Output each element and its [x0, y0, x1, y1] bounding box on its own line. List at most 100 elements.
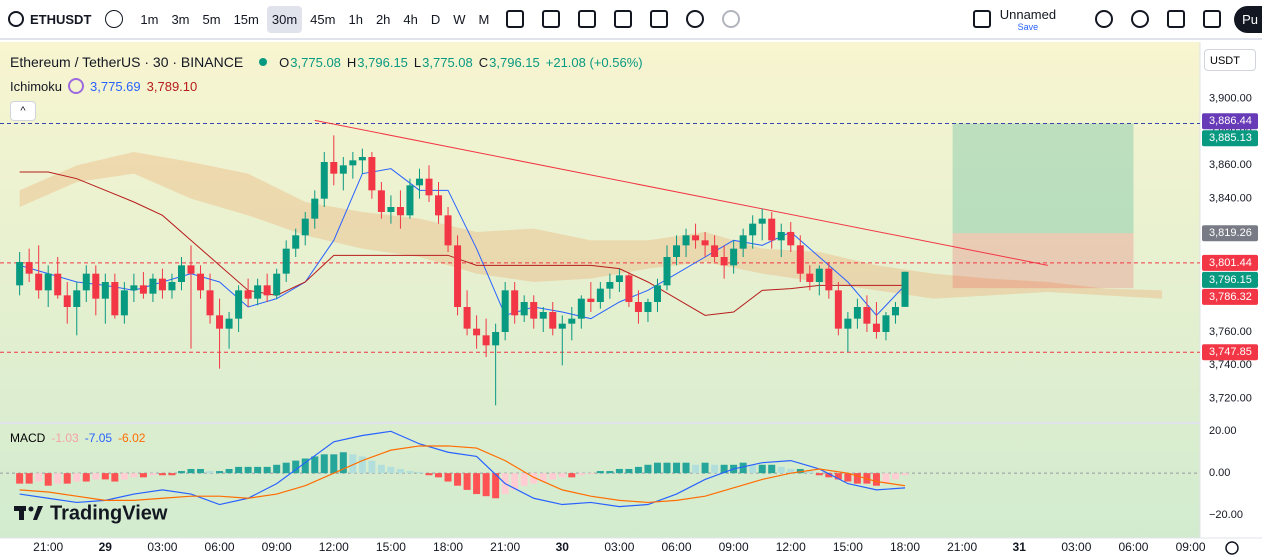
candle-body	[758, 218, 766, 224]
macd-bar	[349, 454, 357, 474]
price-badge-label: 3,786.32	[1209, 291, 1252, 303]
candle-body	[653, 285, 661, 302]
candle-body	[120, 290, 128, 316]
templates[interactable]	[578, 10, 597, 28]
screenshot[interactable]	[1203, 10, 1222, 28]
candle-body	[387, 207, 395, 212]
alert[interactable]	[614, 10, 633, 28]
interval[interactable]: 15m	[233, 11, 259, 27]
macd-bar	[63, 473, 71, 484]
candle-body	[263, 285, 271, 296]
candle-body	[549, 312, 557, 329]
macd-bar	[111, 473, 119, 482]
candle-body	[796, 245, 804, 274]
candle-body	[82, 273, 90, 291]
macd-bar	[16, 473, 24, 484]
currency-select[interactable]: USDT	[1204, 49, 1256, 71]
macd-bar	[663, 462, 671, 474]
interval[interactable]: 1h	[348, 11, 363, 27]
symbol[interactable]: ETHUSDT	[30, 11, 92, 27]
x-tick-label: 31	[1013, 540, 1027, 554]
macd-tick-label: 0.00	[1209, 467, 1230, 479]
candle-body	[768, 218, 776, 241]
candle-body	[577, 298, 585, 319]
fullscreen[interactable]	[1167, 10, 1186, 28]
collapse-button[interactable]: ^	[10, 101, 36, 121]
macd-bar	[872, 473, 880, 486]
candle-body	[568, 318, 576, 324]
macd-bar	[330, 454, 338, 474]
interval[interactable]: D	[430, 11, 441, 27]
macd-bar	[139, 473, 147, 478]
price-badge-label: 3,885.13	[1209, 132, 1252, 144]
macd-bar	[711, 464, 719, 474]
macd-bar	[282, 462, 290, 474]
candle-body	[149, 278, 157, 294]
ichimoku-cloud	[19, 152, 1163, 299]
interval[interactable]: 45m	[310, 11, 336, 27]
undo[interactable]	[686, 10, 705, 28]
macd-bar	[530, 473, 538, 484]
position-stop	[952, 233, 1134, 289]
price-badge	[1202, 130, 1258, 147]
macd-bar	[101, 473, 109, 480]
position-target	[952, 123, 1134, 234]
quick-search[interactable]	[1095, 10, 1114, 28]
macd-bar	[558, 473, 566, 478]
profile-button[interactable]: Pu	[1234, 5, 1262, 33]
price-badge	[1202, 344, 1258, 361]
candle-body	[634, 302, 642, 312]
candle-body	[216, 315, 224, 329]
interval[interactable]: 4h	[403, 11, 418, 27]
macd-bar	[425, 473, 433, 476]
interval[interactable]: 1m	[140, 11, 159, 27]
y-tick-label: 3,840.00	[1209, 193, 1252, 205]
legend-main: Ethereum / TetherUS · 30 · BINANCE O 3,77…	[10, 50, 643, 74]
macd-bar	[463, 473, 471, 490]
status-dot	[259, 58, 268, 66]
y-tick-label: 3,720.00	[1209, 393, 1252, 405]
candle-body	[663, 257, 671, 286]
layout-icon[interactable]	[972, 10, 991, 28]
macd-bar	[806, 471, 814, 474]
add-symbol[interactable]	[105, 10, 124, 28]
indicator-name: MACD	[10, 431, 46, 445]
indicator-icon	[68, 78, 85, 94]
candle-body	[539, 312, 547, 319]
macd-bar	[292, 460, 300, 474]
candle-body	[273, 273, 281, 296]
price-badge-label: 3,801.44	[1209, 257, 1252, 269]
candle-body	[73, 290, 81, 307]
interval[interactable]: W	[453, 11, 466, 27]
macd-bar	[511, 473, 519, 490]
macd-bar	[739, 462, 747, 474]
search-icon[interactable]	[8, 11, 24, 27]
candle-body	[834, 290, 842, 329]
candle-body	[777, 232, 785, 241]
interval[interactable]: 3m	[171, 11, 190, 27]
interval[interactable]: 2h	[375, 11, 391, 27]
macd-bar	[216, 471, 224, 474]
save-button[interactable]: Save	[1017, 21, 1039, 32]
chart-type[interactable]	[506, 10, 525, 28]
settings-icon[interactable]	[1225, 541, 1239, 555]
indicators[interactable]	[542, 10, 561, 28]
layout[interactable]: Unnamed Save	[1000, 7, 1056, 32]
interval[interactable]: M	[478, 11, 490, 27]
candle-body	[872, 323, 880, 332]
macd-bar	[187, 468, 195, 474]
layout-name[interactable]: Unnamed	[999, 6, 1057, 22]
legend-macd: MACD -1.03 -7.05 -6.02	[10, 431, 145, 445]
x-tick-label: 12:00	[319, 540, 349, 554]
interval[interactable]: 5m	[202, 11, 221, 27]
macd-bar	[682, 462, 690, 474]
redo[interactable]	[722, 10, 741, 28]
settings[interactable]	[1131, 10, 1150, 28]
candle-body	[473, 328, 481, 336]
currency[interactable]: USDT	[1210, 55, 1240, 67]
candle-body	[463, 307, 471, 329]
replay[interactable]	[650, 10, 669, 28]
interval[interactable]: 30m	[266, 5, 303, 33]
candle-body	[139, 285, 147, 294]
